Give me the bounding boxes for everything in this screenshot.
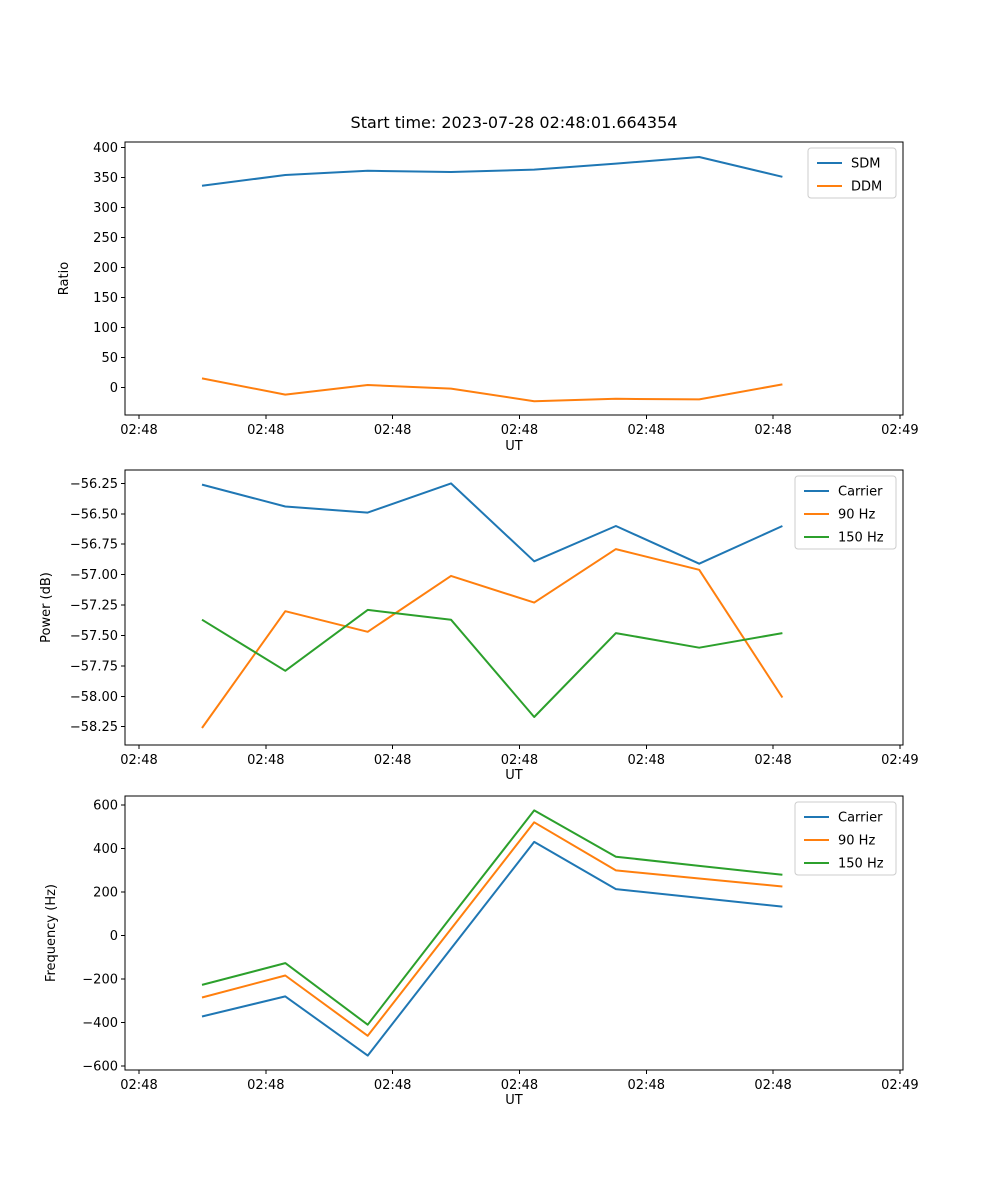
x-tick-label: 02:48 — [374, 753, 411, 768]
subplot-1 — [121, 141, 904, 419]
y-tick-label: −57.75 — [70, 659, 118, 674]
axes-box — [124, 141, 904, 416]
x-tick-label: 02:48 — [754, 423, 791, 438]
y-tick-label: 50 — [101, 351, 118, 366]
legend-label: Carrier — [838, 811, 883, 826]
y-tick-label: 400 — [93, 141, 118, 156]
series-line-150-Hz — [201, 608, 783, 718]
x-tick-label: 02:48 — [501, 753, 538, 768]
y-tick-label: 350 — [93, 171, 118, 186]
x-tick-label: 02:48 — [120, 423, 157, 438]
x-tick-label: 02:48 — [628, 1078, 665, 1093]
y-tick-label: 0 — [110, 381, 118, 396]
x-tick-label: 02:48 — [628, 753, 665, 768]
series-line-90-Hz — [201, 548, 784, 729]
y-tick-label: 0 — [110, 929, 118, 944]
y-tick-label: −600 — [82, 1060, 118, 1075]
x-tick-label: 02:48 — [374, 423, 411, 438]
x-tick-label: 02:48 — [374, 1078, 411, 1093]
series-line-SDM — [201, 156, 783, 187]
y-tick-label: −400 — [82, 1016, 118, 1031]
legend-label: 90 Hz — [838, 508, 875, 523]
x-tick-label: 02:48 — [120, 1078, 157, 1093]
x-axis-label: UT — [505, 768, 523, 783]
legend-label: Carrier — [838, 485, 883, 500]
legend-label: SDM — [851, 157, 880, 172]
y-axis-label: Power (dB) — [39, 572, 54, 643]
y-tick-label: −57.25 — [70, 599, 118, 614]
x-tick-label: 02:48 — [501, 423, 538, 438]
x-tick-label: 02:48 — [247, 423, 284, 438]
legend-label: DDM — [851, 180, 882, 195]
y-tick-label: 250 — [93, 231, 118, 246]
x-tick-label: 02:48 — [754, 1078, 791, 1093]
y-tick-label: 400 — [93, 842, 118, 857]
x-axis-label: UT — [505, 1093, 523, 1108]
legend-box — [794, 801, 897, 876]
x-tick-label: 02:49 — [881, 1078, 918, 1093]
x-tick-label: 02:49 — [881, 753, 918, 768]
axes-box — [124, 469, 904, 746]
y-tick-label: −57.50 — [70, 629, 118, 644]
y-tick-label: 600 — [93, 798, 118, 813]
y-tick-label: 100 — [93, 321, 118, 336]
y-tick-label: 200 — [93, 261, 118, 276]
legend-label: 90 Hz — [838, 834, 875, 849]
legend-label: 150 Hz — [838, 531, 884, 546]
x-tick-label: 02:48 — [501, 1078, 538, 1093]
series-line-Carrier — [201, 482, 783, 565]
series-line-DDM — [201, 377, 783, 403]
series-line-150-Hz — [201, 809, 783, 1026]
axes-box — [124, 795, 904, 1071]
x-tick-label: 02:48 — [754, 753, 791, 768]
y-tick-label: −58.00 — [70, 690, 118, 705]
x-tick-label: 02:48 — [120, 753, 157, 768]
x-tick-label: 02:48 — [247, 1078, 284, 1093]
x-axis-label: UT — [505, 439, 523, 454]
y-tick-label: −56.25 — [70, 477, 118, 492]
y-tick-label: −58.25 — [70, 720, 118, 735]
legend-box — [794, 475, 897, 550]
x-tick-label: 02:48 — [628, 423, 665, 438]
y-tick-label: −57.00 — [70, 568, 118, 583]
figure-title: Start time: 2023-07-28 02:48:01.664354 — [350, 113, 678, 132]
y-tick-label: −200 — [82, 973, 118, 988]
y-tick-label: 200 — [93, 885, 118, 900]
x-tick-label: 02:48 — [247, 753, 284, 768]
subplot-3 — [121, 795, 904, 1074]
y-tick-label: 150 — [93, 291, 118, 306]
series-line-90-Hz — [201, 821, 783, 1037]
y-axis-label: Ratio — [57, 262, 72, 295]
series-line-Carrier — [201, 840, 783, 1057]
legend-label: 150 Hz — [838, 857, 884, 872]
y-tick-label: −56.50 — [70, 507, 118, 522]
y-tick-label: 300 — [93, 201, 118, 216]
subplot-2 — [121, 469, 904, 749]
y-axis-label: Frequency (Hz) — [44, 884, 59, 982]
y-tick-label: −56.75 — [70, 538, 118, 553]
x-tick-label: 02:49 — [881, 423, 918, 438]
